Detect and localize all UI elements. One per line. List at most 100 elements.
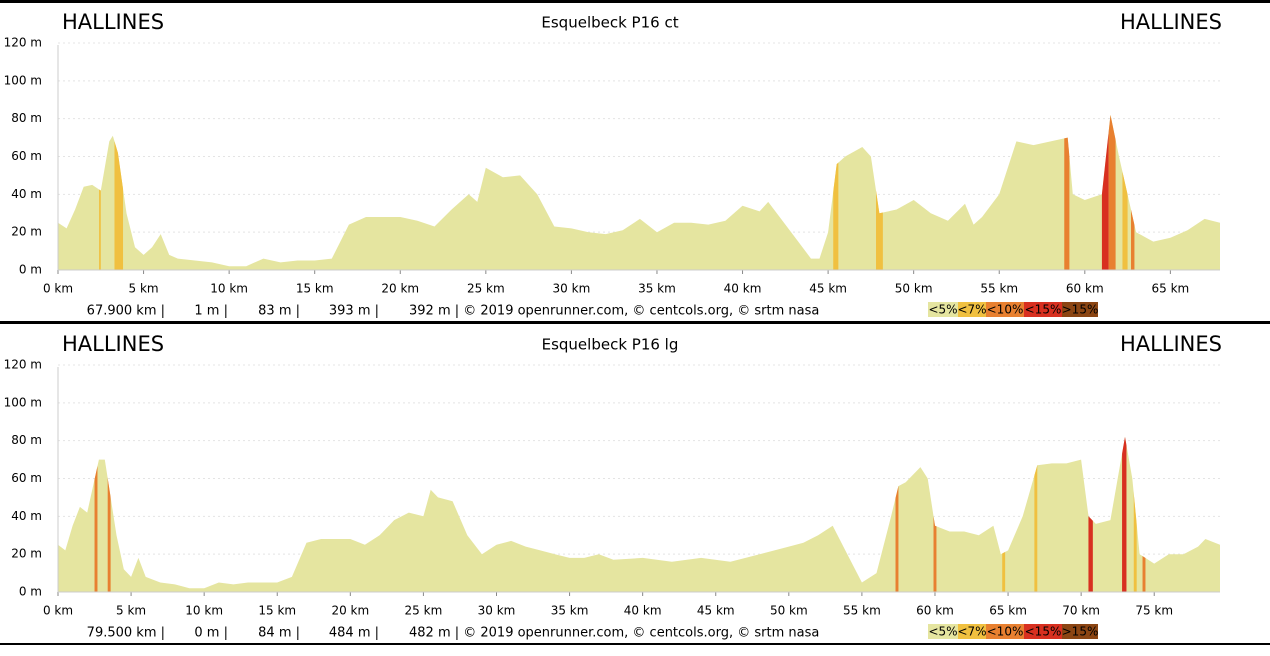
separator [0, 321, 1270, 324]
y-tick-label: 0 m [19, 585, 42, 599]
x-tick-label: 50 km [895, 282, 933, 296]
stat: 84 m | [258, 626, 300, 641]
legend-label: <7% [957, 303, 986, 317]
stat: 393 m | [329, 304, 379, 319]
profile-chart: HALLINES HALLINES Esquelbeck P16 ct 0 m 20 m… [4, 10, 1222, 319]
profile-chart: HALLINES HALLINES Esquelbeck P16 lg 0 m 20 m… [4, 332, 1222, 641]
y-tick-label: 40 m [11, 187, 42, 201]
y-tick-label: 60 m [11, 149, 42, 163]
stat: 484 m | [329, 626, 379, 641]
x-tick-label: 30 km [553, 282, 591, 296]
y-tick-label: 80 m [11, 111, 42, 125]
steep-section [1133, 436, 1137, 592]
legend-label: <15% [1025, 625, 1062, 639]
x-tick-label: 5 km [129, 282, 159, 296]
y-tick-label: 0 m [19, 263, 42, 277]
x-tick-label: 45 km [809, 282, 847, 296]
x-tick-label: 20 km [381, 282, 419, 296]
x-tick-label: 15 km [258, 604, 296, 618]
y-tick-label: 80 m [11, 433, 42, 447]
x-tick-label: 70 km [1062, 604, 1100, 618]
x-tick-label: 0 km [43, 604, 73, 618]
y-tick-label: 100 m [4, 395, 42, 409]
x-tick-label: 30 km [478, 604, 516, 618]
legend-swatch [1024, 302, 1062, 317]
stat: 1 m | [194, 304, 228, 319]
x-tick-label: 55 km [843, 604, 881, 618]
steep-section [1108, 114, 1116, 270]
x-tick-label: 5 km [116, 604, 146, 618]
x-tick-label: 0 km [43, 282, 73, 296]
steep-section [114, 114, 124, 270]
legend-label: <7% [957, 625, 986, 639]
legend-swatch [986, 302, 1024, 317]
elevation-area [58, 436, 1220, 592]
legend-label: <15% [1025, 303, 1062, 317]
legend-swatch [928, 624, 958, 639]
chart-title: Esquelbeck P16 lg [542, 336, 679, 354]
steep-section [99, 114, 101, 270]
legend-swatch [986, 624, 1024, 639]
x-tick-label: 45 km [697, 604, 735, 618]
x-tick-label: 60 km [916, 604, 954, 618]
steep-section [895, 436, 899, 592]
x-tick-label: 35 km [551, 604, 589, 618]
start-label: HALLINES [62, 332, 164, 356]
stat: 392 m | © 2019 openrunner.com, © centcol… [409, 304, 819, 319]
start-label: HALLINES [62, 10, 164, 34]
legend-swatch [958, 302, 986, 317]
x-tick-label: 25 km [467, 282, 505, 296]
steep-section [107, 436, 111, 592]
legend-label: <5% [928, 625, 957, 639]
y-tick-label: 60 m [11, 471, 42, 485]
steep-section [833, 114, 839, 270]
stat: 67.900 km | [87, 304, 165, 319]
x-tick-label: 35 km [638, 282, 676, 296]
steep-section [94, 436, 98, 592]
steep-section [1122, 436, 1127, 592]
legend-swatch [928, 302, 958, 317]
elevation-area [58, 114, 1220, 271]
x-tick-label: 65 km [1152, 282, 1190, 296]
end-label: HALLINES [1120, 332, 1222, 356]
steep-section [1064, 114, 1070, 270]
x-tick-label: 15 km [296, 282, 334, 296]
legend-swatch [1062, 302, 1098, 317]
x-tick-label: 10 km [185, 604, 223, 618]
legend-label: <5% [928, 303, 957, 317]
x-tick-label: 55 km [980, 282, 1018, 296]
y-tick-label: 120 m [4, 358, 42, 372]
x-tick-label: 50 km [770, 604, 808, 618]
legend-label: <10% [987, 303, 1024, 317]
end-label: HALLINES [1120, 10, 1222, 34]
stat: 0 m | [194, 626, 228, 641]
x-tick-label: 60 km [1066, 282, 1104, 296]
y-tick-label: 20 m [11, 547, 42, 561]
x-tick-label: 25 km [405, 604, 443, 618]
chart-title: Esquelbeck P16 ct [541, 14, 678, 32]
x-tick-label: 10 km [210, 282, 248, 296]
x-tick-label: 65 km [989, 604, 1027, 618]
legend-label: <10% [987, 625, 1024, 639]
x-tick-label: 20 km [331, 604, 369, 618]
stat: 482 m | © 2019 openrunner.com, © centcol… [409, 626, 819, 641]
x-tick-label: 40 km [724, 282, 762, 296]
x-tick-label: 40 km [624, 604, 662, 618]
stat: 83 m | [258, 304, 300, 319]
y-tick-label: 100 m [4, 73, 42, 87]
legend-label: >15% [1062, 625, 1099, 639]
x-tick-label: 75 km [1135, 604, 1173, 618]
legend-swatch [958, 624, 986, 639]
top-border [0, 0, 1270, 3]
legend-swatch [1024, 624, 1062, 639]
y-tick-label: 120 m [4, 36, 42, 50]
legend-label: >15% [1062, 303, 1099, 317]
stat: 79.500 km | [87, 626, 165, 641]
bottom-border [0, 643, 1270, 645]
legend-swatch [1062, 624, 1098, 639]
steep-section [1122, 114, 1128, 270]
steep-section [1101, 114, 1109, 270]
y-tick-label: 40 m [11, 509, 42, 523]
y-tick-label: 20 m [11, 225, 42, 239]
